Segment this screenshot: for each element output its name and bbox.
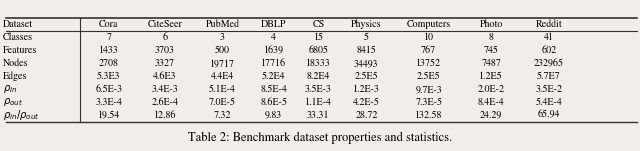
Text: 1433: 1433 [99,46,119,55]
Text: 602: 602 [541,46,556,55]
Text: 500: 500 [215,46,230,55]
Text: 8.4E-4: 8.4E-4 [478,97,504,107]
Text: 3.5E-2: 3.5E-2 [535,84,563,94]
Text: 12.86: 12.86 [154,110,176,120]
Text: 19.54: 19.54 [98,110,120,120]
Text: 3.4E-3: 3.4E-3 [152,84,178,94]
Text: 8.6E-5: 8.6E-5 [260,97,287,107]
Text: Dataset: Dataset [3,20,33,29]
Text: $\rho_{in}/\rho_{out}$: $\rho_{in}/\rho_{out}$ [3,108,40,122]
Text: 8: 8 [489,33,493,42]
Text: 5.4E-4: 5.4E-4 [536,97,562,107]
Text: 132.58: 132.58 [415,110,442,120]
Text: 19717: 19717 [210,59,235,68]
Text: 5.2E4: 5.2E4 [262,71,285,81]
Text: 4.2E-5: 4.2E-5 [353,97,380,107]
Text: 3: 3 [220,33,225,42]
Text: 18333: 18333 [306,59,331,68]
Text: 7.3E-5: 7.3E-5 [415,97,442,107]
Text: $\rho_{in}$: $\rho_{in}$ [3,83,17,95]
Text: 745: 745 [484,46,499,55]
Text: 65.94: 65.94 [538,110,560,120]
Text: Photo: Photo [479,20,503,29]
Text: 28.72: 28.72 [355,110,378,120]
Text: 5.7E7: 5.7E7 [537,71,561,81]
Text: 8.2E4: 8.2E4 [307,71,330,81]
Text: 10: 10 [424,33,434,42]
Text: 1.2E5: 1.2E5 [479,71,503,81]
Text: 3327: 3327 [155,59,175,68]
Text: 232965: 232965 [534,59,564,68]
Text: 5.1E-4: 5.1E-4 [209,84,236,94]
Text: 8415: 8415 [356,46,376,55]
Text: Cora: Cora [99,20,118,29]
Text: 1.1E-4: 1.1E-4 [305,97,332,107]
Text: Table 2: Benchmark dataset properties and statistics.: Table 2: Benchmark dataset properties an… [188,132,452,144]
Text: 7.32: 7.32 [214,110,231,120]
Text: 15: 15 [314,33,323,42]
Text: 2.0E-2: 2.0E-2 [477,84,505,94]
Text: 7487: 7487 [481,59,501,68]
Text: 2.5E5: 2.5E5 [417,71,440,81]
Text: 6.5E-3: 6.5E-3 [95,84,122,94]
Text: 17716: 17716 [261,59,286,68]
Text: 6805: 6805 [308,46,328,55]
Text: Classes: Classes [3,33,33,42]
Text: 3.5E-3: 3.5E-3 [305,84,332,94]
Text: 767: 767 [421,46,436,55]
Text: 1.2E-3: 1.2E-3 [353,84,380,94]
Text: 5.3E3: 5.3E3 [97,71,120,81]
Text: 3.3E-4: 3.3E-4 [95,97,122,107]
Text: CiteSeer: CiteSeer [147,20,182,29]
Text: 4.6E3: 4.6E3 [153,71,177,81]
Text: Edges: Edges [3,71,28,81]
Text: 7: 7 [106,33,111,42]
Text: 7.0E-5: 7.0E-5 [209,97,236,107]
Text: 8.5E-4: 8.5E-4 [260,84,287,94]
Text: 13752: 13752 [416,59,442,68]
Text: Nodes: Nodes [3,59,29,68]
Text: DBLP: DBLP [261,20,286,29]
Text: 9.83: 9.83 [265,110,282,120]
Text: 2708: 2708 [99,59,119,68]
Text: CS: CS [312,20,324,29]
Text: 41: 41 [544,33,554,42]
Text: 4: 4 [271,33,276,42]
Text: PubMed: PubMed [205,20,239,29]
Text: Computers: Computers [407,20,451,29]
Text: 2.6E-4: 2.6E-4 [151,97,179,107]
Text: 1639: 1639 [264,46,284,55]
Text: 3703: 3703 [155,46,175,55]
Text: 33.31: 33.31 [307,110,330,120]
Text: 2.5E5: 2.5E5 [355,71,378,81]
Text: 5: 5 [364,33,369,42]
Text: Features: Features [3,46,38,55]
Text: $\rho_{out}$: $\rho_{out}$ [3,96,23,108]
Text: 6: 6 [162,33,168,42]
Text: 4.4E4: 4.4E4 [211,71,234,81]
Text: Reddit: Reddit [536,20,562,29]
Text: Physics: Physics [351,20,381,29]
Text: 24.29: 24.29 [480,110,502,120]
Text: 9.7E-3: 9.7E-3 [415,84,442,94]
Text: 34493: 34493 [354,59,379,68]
